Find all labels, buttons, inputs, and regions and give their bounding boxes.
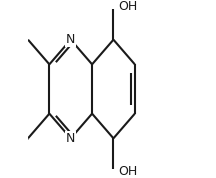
Text: OH: OH — [118, 0, 137, 12]
Text: OH: OH — [118, 166, 137, 178]
Text: N: N — [66, 132, 75, 145]
Text: N: N — [66, 33, 75, 46]
